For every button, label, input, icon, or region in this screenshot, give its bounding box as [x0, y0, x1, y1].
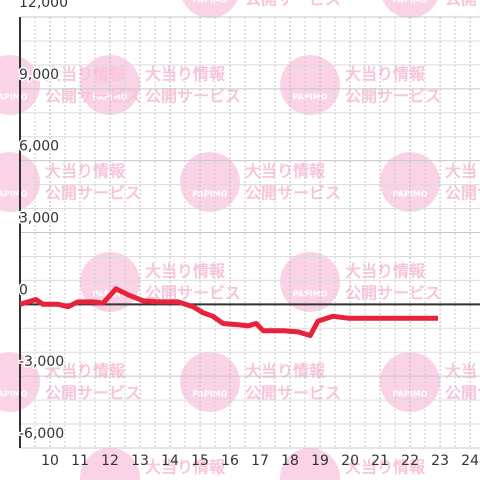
- watermark-text: 大当り情報: [345, 458, 426, 477]
- x-tick-label: 24: [461, 453, 479, 469]
- watermark-circle: [182, 0, 238, 18]
- x-tick-label: 10: [41, 453, 59, 469]
- watermark-text: 公開サービス: [145, 284, 241, 303]
- watermark-text: 公開サービス: [445, 384, 480, 403]
- y-tick-label: 12,000: [19, 0, 68, 11]
- y-tick-label: -3,000: [19, 354, 64, 370]
- x-tick-label: 11: [71, 453, 89, 469]
- watermark-circle: [280, 252, 340, 312]
- watermark-logo: PAPIMO: [393, 0, 428, 5]
- watermark-circle: [180, 352, 240, 412]
- x-tick-label: 12: [101, 453, 119, 469]
- y-tick-label: 3,000: [19, 211, 59, 227]
- watermark-text: 公開サービス: [445, 0, 480, 9]
- plot: [19, 17, 480, 448]
- x-tick-label: 20: [341, 453, 359, 469]
- watermark-text: 公開サービス: [145, 87, 241, 106]
- watermark-text: 公開サービス: [45, 384, 141, 403]
- x-tick-label: 19: [311, 453, 329, 469]
- watermark-circle: [180, 152, 240, 212]
- x-tick-label: 16: [221, 453, 239, 469]
- watermark-logo: PAPIMO: [293, 93, 328, 102]
- watermark-text: 公開サービス: [245, 184, 341, 203]
- watermark-text: 大当り情報: [245, 162, 326, 181]
- watermark-circle: [280, 448, 340, 484]
- x-tick-label: 13: [131, 453, 149, 469]
- x-tick-label: 17: [251, 453, 269, 469]
- watermark-text: 公開サービス: [245, 0, 341, 9]
- watermark-text: 公開サービス: [345, 284, 441, 303]
- watermark-text: 大当り情報: [45, 162, 126, 181]
- watermark-circle: [280, 55, 340, 115]
- line-series: [19, 286, 438, 338]
- x-tick-label: 22: [401, 453, 419, 469]
- x-tick-label: 23: [431, 453, 449, 469]
- watermark-logo: PAPIMO: [293, 290, 328, 299]
- x-tick-label: 15: [191, 453, 209, 469]
- watermark-circle: [382, 0, 438, 18]
- y-tick-label: 9,000: [19, 67, 59, 83]
- watermark-text: 大当り情報: [345, 65, 426, 84]
- watermark-text: 公開サービス: [245, 384, 341, 403]
- watermark-text: 大当り情報: [345, 262, 426, 281]
- watermark-text: 大当り情報: [145, 458, 226, 477]
- watermark-text: 大当り情報: [445, 362, 480, 381]
- watermark-logo: PAPIMO: [193, 0, 228, 5]
- watermark-logo: PAPIMO: [193, 190, 228, 199]
- watermark-text: 大当り情報: [445, 162, 480, 181]
- watermark-logo: PAPIMO: [193, 390, 228, 399]
- watermark-text: 公開サービス: [445, 184, 480, 203]
- watermark-text: 公開サービス: [45, 87, 141, 106]
- y-tick-label: 6,000: [19, 139, 59, 155]
- x-tick-label: 14: [161, 453, 179, 469]
- watermark-text: 大当り情報: [245, 362, 326, 381]
- grid: [20, 16, 480, 449]
- watermark-text: 公開サービス: [345, 87, 441, 106]
- x-tick-label: 18: [281, 453, 299, 469]
- watermark-text: 公開サービス: [45, 184, 141, 203]
- watermark-logo: PAPIMO: [0, 190, 28, 199]
- x-tick-label: 21: [371, 453, 389, 469]
- watermark-logo: PAPIMO: [0, 390, 28, 399]
- labels: -6,000 -3,000 0 3,000 6,000 9,000 12,000 10 11 12…: [18, 0, 480, 469]
- y-tick-label: -6,000: [19, 426, 64, 442]
- y-tick-label: 0: [19, 282, 28, 298]
- watermark-circle: [80, 448, 140, 484]
- watermark-logo: PAPIMO: [0, 93, 28, 102]
